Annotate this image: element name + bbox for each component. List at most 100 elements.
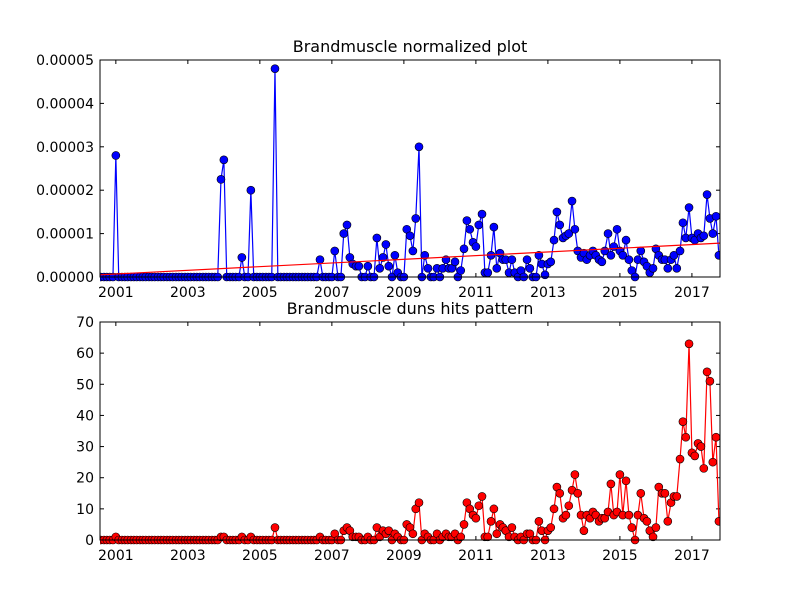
- data-point: [408, 246, 418, 256]
- data-point: [456, 532, 466, 542]
- data-point: [651, 523, 661, 532]
- data-point: [507, 523, 517, 532]
- data-point: [606, 479, 616, 489]
- series-line: [100, 343, 720, 543]
- data-point: [378, 253, 388, 262]
- x-tick-label: 2007: [314, 548, 350, 564]
- data-point: [621, 235, 631, 245]
- data-point: [492, 529, 502, 539]
- x-tick-label: 2011: [458, 548, 494, 564]
- data-point: [702, 190, 712, 199]
- x-tick-label: 2017: [674, 285, 710, 301]
- data-point: [624, 255, 634, 264]
- data-point: [669, 251, 679, 260]
- data-point: [675, 454, 685, 464]
- data-point: [681, 432, 691, 442]
- x-tick-label: 2003: [170, 285, 206, 301]
- data-point: [486, 517, 496, 526]
- data-point: [534, 251, 544, 260]
- x-tick-label: 2001: [98, 548, 134, 564]
- y-tick-label: 60: [76, 346, 94, 362]
- x-tick-label: 2005: [242, 285, 278, 301]
- data-point: [672, 264, 682, 273]
- x-tick-label: 2011: [458, 285, 494, 301]
- chart-title: Brandmuscle duns hits pattern: [287, 299, 534, 318]
- y-tick-label: 70: [76, 315, 94, 331]
- data-point: [237, 253, 247, 262]
- data-point: [678, 417, 688, 426]
- data-point: [372, 233, 382, 243]
- data-point: [564, 229, 574, 238]
- data-point: [534, 517, 544, 526]
- data-point: [384, 261, 394, 271]
- data-point: [564, 501, 574, 511]
- data-point: [477, 492, 487, 501]
- data-point: [555, 488, 565, 498]
- data-point: [492, 264, 502, 273]
- data-point: [408, 529, 418, 539]
- y-tick-label: 0.00001: [36, 227, 94, 243]
- data-point: [711, 432, 720, 442]
- data-point: [624, 510, 634, 520]
- data-point: [414, 498, 424, 507]
- data-point: [627, 523, 637, 532]
- data-point: [636, 488, 646, 498]
- data-point: [705, 376, 715, 386]
- plot-frame: [99, 321, 721, 541]
- data-point: [567, 196, 577, 206]
- data-point: [219, 155, 229, 165]
- data-point: [555, 220, 565, 230]
- series-line: [100, 68, 720, 280]
- chart-title: Brandmuscle normalized plot: [293, 37, 528, 56]
- data-point: [702, 367, 712, 377]
- x-tick-label: 2009: [386, 285, 422, 301]
- data-point: [111, 151, 121, 160]
- data-point: [615, 470, 625, 479]
- x-tick-label: 2007: [314, 285, 350, 301]
- data-point: [618, 251, 628, 260]
- y-tick-label: 40: [76, 408, 94, 424]
- data-point: [525, 264, 535, 273]
- data-point: [483, 532, 493, 542]
- data-point: [354, 261, 364, 271]
- data-point: [465, 224, 475, 234]
- x-tick-label: 2009: [386, 548, 422, 564]
- data-point: [456, 266, 466, 275]
- data-point: [246, 185, 256, 195]
- data-point: [477, 209, 487, 219]
- x-tick-label: 2001: [98, 285, 134, 301]
- data-point: [471, 513, 481, 523]
- data-point: [450, 257, 460, 267]
- data-point: [660, 488, 670, 498]
- y-tick-label: 10: [76, 502, 94, 518]
- data-point: [663, 517, 673, 526]
- data-point: [339, 229, 349, 238]
- data-point: [636, 246, 646, 256]
- data-point: [699, 231, 709, 241]
- data-point: [270, 64, 280, 73]
- data-point: [573, 488, 583, 498]
- data-point: [606, 251, 616, 260]
- y-tick-label: 0.00000: [36, 270, 94, 286]
- data-point: [708, 229, 718, 238]
- x-tick-label: 2013: [530, 548, 566, 564]
- data-point: [414, 142, 424, 152]
- data-point: [474, 501, 484, 511]
- data-point: [603, 229, 613, 238]
- data-point: [549, 504, 559, 514]
- data-point: [489, 222, 499, 232]
- data-point: [570, 470, 580, 479]
- x-tick-label: 2013: [530, 285, 566, 301]
- data-point: [714, 517, 720, 526]
- y-tick-label: 0.00002: [36, 183, 94, 199]
- y-tick-label: 50: [76, 377, 94, 393]
- data-point: [474, 220, 484, 230]
- data-point: [459, 520, 469, 529]
- series-line: [100, 242, 720, 276]
- data-point: [612, 224, 622, 234]
- data-point: [405, 231, 415, 241]
- y-tick-label: 0.00004: [36, 96, 94, 112]
- data-point: [522, 255, 532, 264]
